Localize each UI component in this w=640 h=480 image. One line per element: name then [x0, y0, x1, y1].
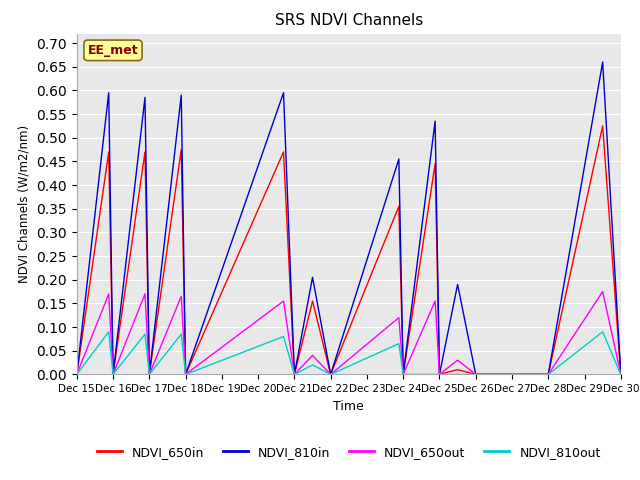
Text: EE_met: EE_met — [88, 44, 138, 57]
X-axis label: Time: Time — [333, 400, 364, 413]
Title: SRS NDVI Channels: SRS NDVI Channels — [275, 13, 423, 28]
Legend: NDVI_650in, NDVI_810in, NDVI_650out, NDVI_810out: NDVI_650in, NDVI_810in, NDVI_650out, NDV… — [92, 441, 605, 464]
Y-axis label: NDVI Channels (W/m2/nm): NDVI Channels (W/m2/nm) — [18, 125, 31, 283]
